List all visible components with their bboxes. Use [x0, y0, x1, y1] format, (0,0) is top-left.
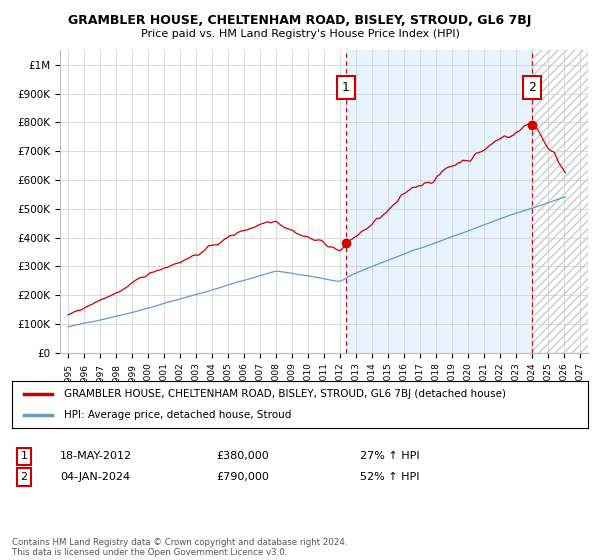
Text: 2: 2 — [20, 472, 28, 482]
Text: 1: 1 — [342, 81, 350, 94]
Text: £380,000: £380,000 — [216, 451, 269, 461]
Bar — [532, 50, 588, 353]
Text: 2: 2 — [529, 81, 536, 94]
Text: HPI: Average price, detached house, Stroud: HPI: Average price, detached house, Stro… — [64, 410, 291, 420]
Text: Price paid vs. HM Land Registry's House Price Index (HPI): Price paid vs. HM Land Registry's House … — [140, 29, 460, 39]
Text: £790,000: £790,000 — [216, 472, 269, 482]
Text: GRAMBLER HOUSE, CHELTENHAM ROAD, BISLEY, STROUD, GL6 7BJ (detached house): GRAMBLER HOUSE, CHELTENHAM ROAD, BISLEY,… — [64, 389, 506, 399]
Text: 27% ↑ HPI: 27% ↑ HPI — [360, 451, 419, 461]
Text: 18-MAY-2012: 18-MAY-2012 — [60, 451, 132, 461]
Bar — [346, 50, 532, 353]
Text: Contains HM Land Registry data © Crown copyright and database right 2024.
This d: Contains HM Land Registry data © Crown c… — [12, 538, 347, 557]
Text: 04-JAN-2024: 04-JAN-2024 — [60, 472, 130, 482]
Text: 1: 1 — [20, 451, 28, 461]
Text: GRAMBLER HOUSE, CHELTENHAM ROAD, BISLEY, STROUD, GL6 7BJ: GRAMBLER HOUSE, CHELTENHAM ROAD, BISLEY,… — [68, 14, 532, 27]
Text: 52% ↑ HPI: 52% ↑ HPI — [360, 472, 419, 482]
